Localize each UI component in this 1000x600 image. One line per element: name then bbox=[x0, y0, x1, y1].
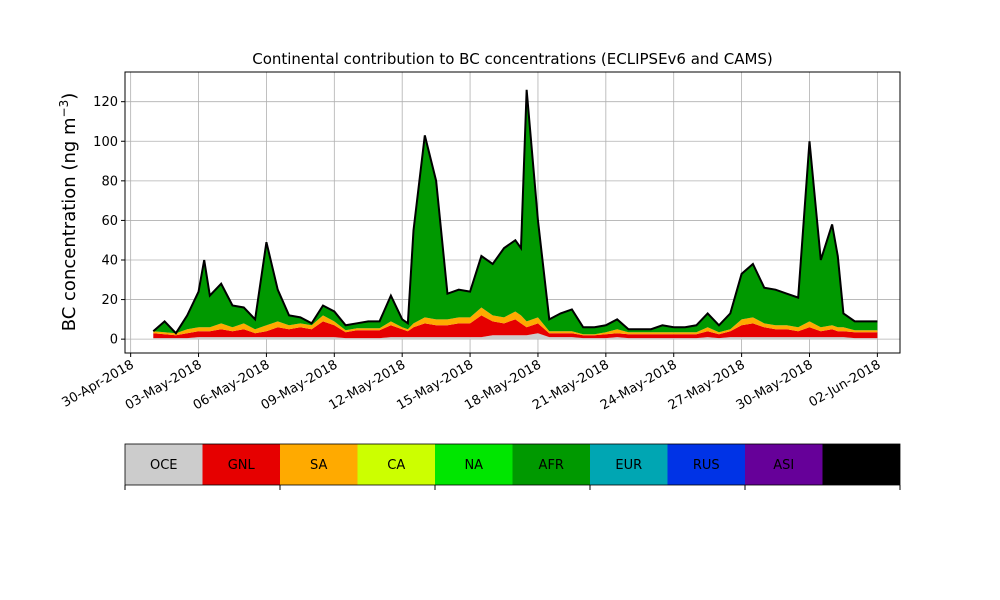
colorbar-swatch-na bbox=[435, 444, 513, 485]
colorbar-label: AFR bbox=[539, 458, 564, 473]
total-concentration-line bbox=[152, 89, 878, 335]
colorbar-label: NA bbox=[464, 458, 483, 473]
colorbar-swatch-aus bbox=[822, 444, 900, 485]
area-sa bbox=[153, 307, 878, 336]
region-colorbar: OCE GNL SA CA NA AFR EUR RUS ASI AUS bbox=[124, 443, 901, 490]
colorbar-swatch-oce bbox=[125, 444, 203, 485]
colorbar-swatch-rus bbox=[667, 444, 745, 485]
colorbar-label: EUR bbox=[615, 458, 642, 473]
y-tick-label: 120 bbox=[93, 95, 118, 110]
y-tick-label: 100 bbox=[93, 135, 118, 150]
colorbar-label: CA bbox=[387, 458, 405, 473]
area-gnl bbox=[153, 315, 878, 339]
colorbar-swatch-gnl bbox=[202, 444, 280, 485]
colorbar-label: ASI bbox=[773, 458, 794, 473]
colorbar-swatch-eur bbox=[590, 444, 668, 485]
colorbar-swatch-sa bbox=[280, 444, 358, 485]
y-tick-label: 0 bbox=[110, 333, 118, 348]
area-afr bbox=[153, 89, 878, 335]
chart-title: Continental contribution to BC concentra… bbox=[252, 50, 773, 68]
x-axis: 30-Apr-201803-May-201806-May-201809-May-… bbox=[60, 353, 884, 413]
stacked-areas bbox=[153, 89, 878, 340]
colorbar-label: RUS bbox=[693, 458, 720, 473]
y-tick-label: 60 bbox=[101, 214, 118, 229]
area-oce bbox=[153, 333, 878, 340]
colorbar-swatch-asi bbox=[745, 444, 823, 485]
colorbar-label: GNL bbox=[228, 458, 256, 473]
y-tick-label: 20 bbox=[101, 293, 118, 308]
colorbar-label: SA bbox=[310, 458, 327, 473]
plot-frame bbox=[124, 71, 901, 354]
y-axis-label-close: ) bbox=[59, 93, 80, 100]
y-axis-label: BC concentration (ng m−3) bbox=[57, 93, 80, 332]
y-axis: 0 20 40 60 80 100 120 bbox=[93, 95, 125, 348]
colorbar-swatch-ca bbox=[357, 444, 435, 485]
colorbar-frame bbox=[124, 443, 901, 486]
x-tick-label: 30-May-2018 bbox=[734, 357, 816, 413]
colorbar-swatch-afr bbox=[512, 444, 590, 485]
y-axis-label-main: BC concentration (ng m bbox=[59, 117, 80, 331]
y-tick-label: 80 bbox=[101, 174, 118, 189]
x-tick-label: 02-Jun-2018 bbox=[807, 357, 884, 410]
y-axis-label-exponent: −3 bbox=[57, 100, 71, 118]
colorbar-label: OCE bbox=[150, 458, 178, 473]
colorbar-label: AUS bbox=[848, 458, 875, 473]
y-tick-label: 40 bbox=[101, 253, 118, 268]
